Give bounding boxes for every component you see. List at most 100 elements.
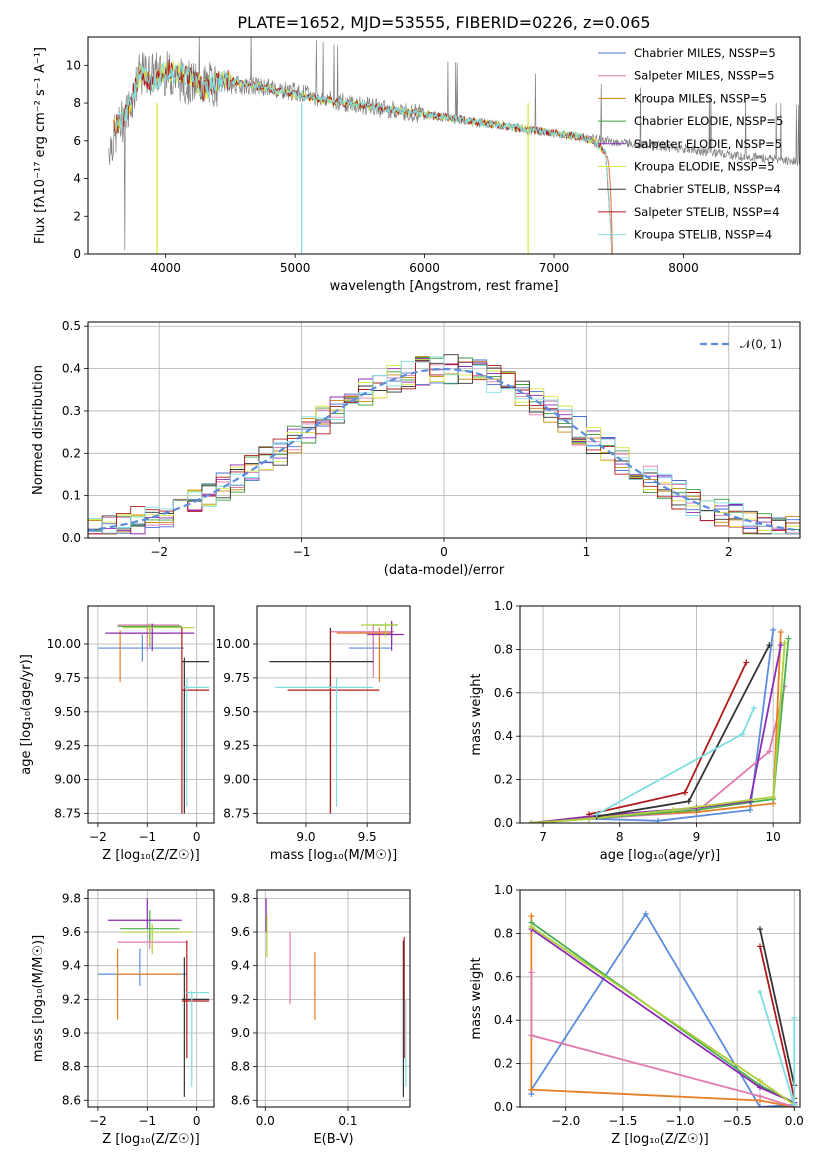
weight-marker: [593, 811, 600, 818]
weight-marker: [528, 1086, 535, 1093]
y-tick-label: 2: [73, 209, 81, 223]
weight-line: [531, 642, 786, 823]
y-axis-label: age [log₁₀(age/yr)]: [19, 654, 34, 775]
y-tick-label: 9.75: [54, 671, 81, 685]
weight-marker: [528, 820, 535, 823]
axes-frame: [519, 605, 801, 824]
x-axis-label: E(B-V): [313, 1132, 353, 1147]
x-axis-label: mass [log₁₀(M/M☉)]: [270, 848, 397, 863]
plot-area: [88, 606, 214, 823]
weight-line: [530, 926, 795, 1106]
y-tick-label: 8.75: [223, 807, 250, 821]
axes-frame: [256, 889, 411, 1108]
y-axis-label: Normed distribution: [31, 365, 46, 495]
legend-label: 𝒩(0, 1): [740, 337, 782, 351]
x-tick-label: −1: [138, 830, 156, 844]
weight-marker: [670, 806, 677, 813]
weight-marker: [685, 798, 692, 805]
y-tick-label: 10.00: [216, 637, 250, 651]
x-tick-label: 10: [766, 830, 781, 844]
x-tick-label: −1: [293, 545, 311, 559]
weight-marker: [777, 629, 784, 636]
y-tick-label: 0.4: [62, 362, 81, 376]
y-tick-label: 9.2: [62, 992, 81, 1006]
y-tick-label: 0.0: [494, 816, 513, 830]
x-tick-label: 5000: [280, 261, 311, 275]
weight-marker: [791, 1015, 798, 1022]
weight-line: [759, 928, 796, 1086]
x-axis-label: Z [log₁₀(Z/Z☉)]: [102, 1132, 199, 1147]
x-tick-label: 2: [725, 545, 733, 559]
x-tick-label: 0: [193, 830, 201, 844]
x-tick-label: 0: [193, 1114, 201, 1128]
panel-weight-vs-z: −2.0 −1.5 −1.0 −0.5 0.0 0.0 0.2 0.4 0.6 0.8 1.0 Z […: [469, 883, 804, 1147]
y-tick-label: 9.75: [223, 671, 250, 685]
x-tick-label: 4000: [150, 261, 181, 275]
plot-area: [88, 322, 800, 538]
x-tick-label: −2: [150, 545, 168, 559]
weight-line: [596, 707, 755, 816]
panel-weight-vs-age: 7 8 9 10 0.0 0.2 0.4 0.6 0.8 1.0 age [log₁₀(age/yr…: [469, 599, 801, 863]
axes-frame: [87, 889, 215, 1108]
weight-line: [530, 921, 795, 1104]
plot-area: [520, 606, 800, 823]
x-tick-label: 1: [583, 545, 591, 559]
panel-mass-vs-z: −2 −1 0 8.6 8.8 9.0 9.2 9.4 9.6 9.8 Z [log₁₀(Z/Z☉)…: [31, 889, 215, 1147]
y-tick-label: 9.25: [223, 739, 250, 753]
y-tick-label: 4: [73, 172, 81, 186]
axes-frame: [519, 889, 801, 1108]
y-tick-label: 1.0: [494, 599, 513, 613]
weight-line: [759, 946, 796, 1099]
y-tick-label: 10.00: [47, 637, 81, 651]
y-tick-label: 8.8: [231, 1060, 250, 1074]
y-tick-label: 0.5: [62, 319, 81, 333]
y-tick-label: 9.4: [62, 959, 81, 973]
y-tick-label: 0.2: [494, 1057, 513, 1071]
weight-marker: [757, 926, 763, 933]
weight-line: [531, 631, 782, 823]
weight-marker: [757, 1077, 763, 1084]
y-tick-label: 0.4: [494, 1013, 513, 1027]
weight-marker: [766, 748, 773, 755]
x-tick-label: 9.0: [296, 830, 315, 844]
weight-line: [530, 972, 795, 1107]
plot-area: [257, 890, 410, 1107]
y-tick-label: 0.3: [62, 404, 81, 418]
weight-marker: [770, 626, 777, 633]
y-tick-label: 8: [73, 96, 81, 110]
weight-marker: [757, 1093, 763, 1100]
weight-line: [531, 638, 790, 823]
plot-area: [108, 37, 800, 254]
weight-marker: [642, 910, 649, 917]
axes-frame: [87, 36, 801, 255]
weight-marker: [528, 913, 535, 920]
y-tick-label: 0.6: [494, 970, 513, 984]
weight-marker: [528, 1032, 535, 1039]
weight-marker: [757, 943, 763, 950]
y-tick-label: 9.6: [62, 925, 81, 939]
panel-age-vs-mass: 9.0 9.5 8.75 9.00 9.25 9.50 9.75 10.00 mass [log…: [216, 605, 411, 863]
weight-marker: [747, 806, 754, 813]
x-axis-label: age [log₁₀(age/yr)]: [600, 848, 721, 863]
legend-label: Chabrier ELODIE, NSSP=5: [634, 114, 783, 128]
y-tick-label: 0.0: [62, 531, 81, 545]
y-tick-label: 1.0: [494, 883, 513, 897]
weight-marker: [528, 923, 535, 930]
y-tick-label: 0: [73, 247, 81, 261]
panel-residual-distribution: 𝒩(0, 1) −2 −1 0 1 2 0.0 0.1 0.2 0.3 0.4 0.5 (data-mo…: [31, 319, 801, 578]
y-tick-label: 0.8: [494, 926, 513, 940]
y-tick-label: 9.8: [231, 891, 250, 905]
x-tick-label: −1: [138, 1114, 156, 1128]
y-tick-label: 8.8: [62, 1060, 81, 1074]
weight-marker: [528, 969, 535, 976]
x-axis-label: (data-model)/error: [384, 563, 505, 578]
legend-label: Kroupa ELODIE, NSSP=5: [634, 160, 775, 174]
y-tick-label: 0.1: [62, 489, 81, 503]
x-axis-label: wavelength [Angstrom, rest frame]: [330, 279, 559, 294]
y-tick-label: 0.0: [494, 1100, 513, 1114]
y-tick-label: 9.6: [231, 925, 250, 939]
weight-marker: [750, 704, 757, 711]
y-tick-label: 0.8: [494, 642, 513, 656]
weight-marker: [757, 1104, 763, 1107]
weight-line: [588, 662, 748, 816]
